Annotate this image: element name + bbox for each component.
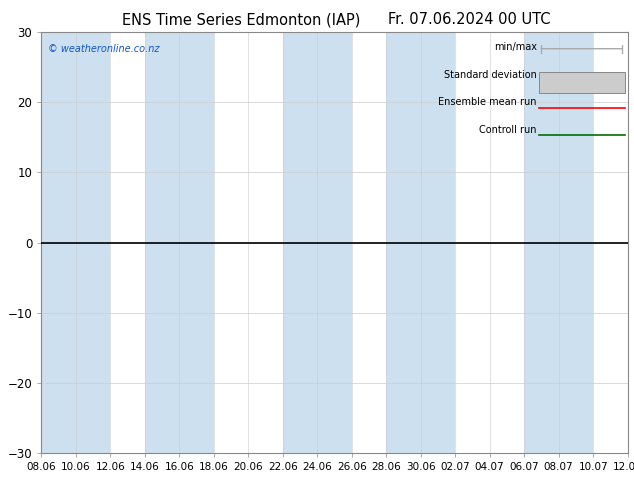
Bar (538, 72, 624, 93)
Text: Fr. 07.06.2024 00 UTC: Fr. 07.06.2024 00 UTC (388, 12, 550, 27)
Bar (283, 32, 352, 453)
Text: Ensemble mean run: Ensemble mean run (438, 97, 537, 107)
Bar (524, 32, 593, 453)
Bar (41, 32, 110, 453)
Text: Standard deviation: Standard deviation (444, 70, 537, 80)
Text: min/max: min/max (494, 43, 537, 52)
Bar (386, 32, 455, 453)
Bar (145, 32, 214, 453)
Text: © weatheronline.co.nz: © weatheronline.co.nz (48, 45, 160, 54)
Text: Controll run: Controll run (479, 124, 537, 135)
Text: ENS Time Series Edmonton (IAP): ENS Time Series Edmonton (IAP) (122, 12, 360, 27)
